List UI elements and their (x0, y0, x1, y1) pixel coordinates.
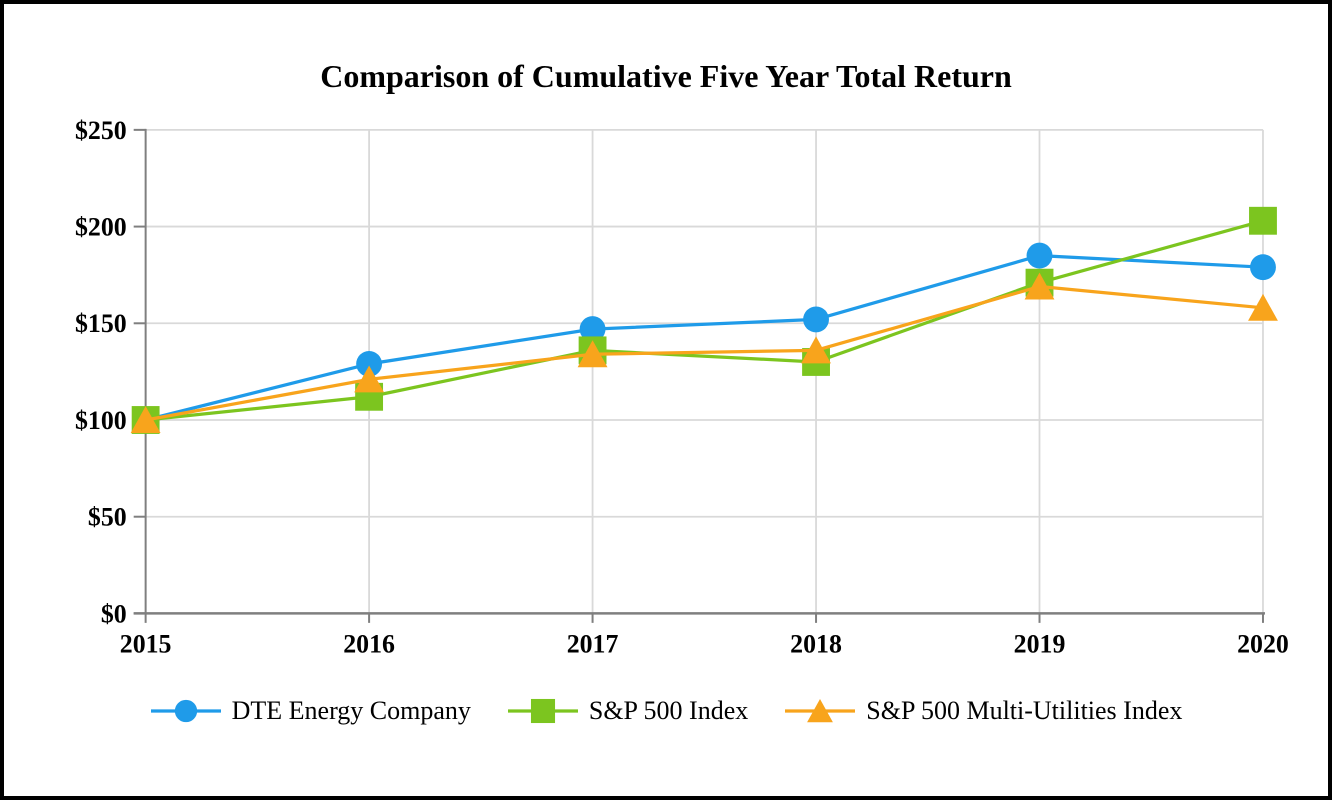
series-s-p-500-multi-utilities-index (130, 272, 1278, 433)
series-line (144, 253, 1265, 422)
y-tick-label: $150 (75, 309, 127, 338)
x-tick-label: 2016 (343, 630, 395, 659)
axes: $0 $50 $100 $150 $200 $250 2015 2016 2017 2018 201… (75, 116, 1289, 659)
marker-circle (579, 316, 606, 343)
legend-swatch-circle (150, 699, 221, 723)
legend-swatch-triangle (785, 698, 856, 723)
x-tick-label: 2015 (120, 630, 172, 659)
chart-legend: DTE Energy Company S&P 500 Index S&P 500 M… (4, 696, 1328, 726)
legend-label: S&P 500 Multi-Utilities Index (866, 696, 1183, 725)
marker-circle (1250, 254, 1276, 281)
x-tick-label: 2017 (567, 630, 619, 659)
x-tick-label: 2020 (1237, 630, 1289, 659)
marker-triangle (354, 365, 385, 393)
series-s-p-500-index (131, 206, 1277, 434)
x-tick-label: 2018 (790, 630, 842, 659)
y-tick-label: $100 (75, 406, 127, 435)
chart-title: Comparison of Cumulative Five Year Total… (320, 58, 1012, 94)
marker-triangle (1248, 293, 1278, 321)
marker-circle (1026, 242, 1053, 269)
marker-triangle (1024, 272, 1055, 300)
gridlines (145, 128, 1264, 614)
y-tick-label: $0 (101, 599, 127, 628)
marker-square (1249, 206, 1277, 235)
legend-label: DTE Energy Company (231, 696, 471, 725)
marker-circle (803, 306, 829, 333)
legend-label: S&P 500 Index (588, 696, 749, 725)
marker-square (530, 698, 555, 724)
marker-triangle (130, 406, 161, 433)
marker-triangle (801, 336, 831, 364)
y-tick-label: $200 (75, 213, 127, 242)
chart-plot-area: $0 $50 $100 $150 $200 $250 2015 2016 2017 2018 201… (75, 116, 1289, 659)
legend-item-dte-energy-company: DTE Energy Company (150, 696, 471, 726)
legend-item-s-p-500-multi-utilities-index: S&P 500 Multi-Utilities Index (784, 696, 1182, 726)
series-line (144, 219, 1265, 422)
y-tick-label: $50 (88, 503, 127, 532)
series-line (144, 284, 1265, 422)
marker-circle (174, 699, 197, 723)
marker-triangle (807, 698, 834, 723)
y-tick-label: $250 (75, 116, 127, 145)
marker-triangle (577, 340, 608, 368)
x-tick-label: 2019 (1014, 630, 1066, 659)
legend-swatch-square (507, 698, 578, 724)
legend-item-s-p-500-index: S&P 500 Index (507, 696, 748, 726)
marker-circle (356, 350, 383, 377)
